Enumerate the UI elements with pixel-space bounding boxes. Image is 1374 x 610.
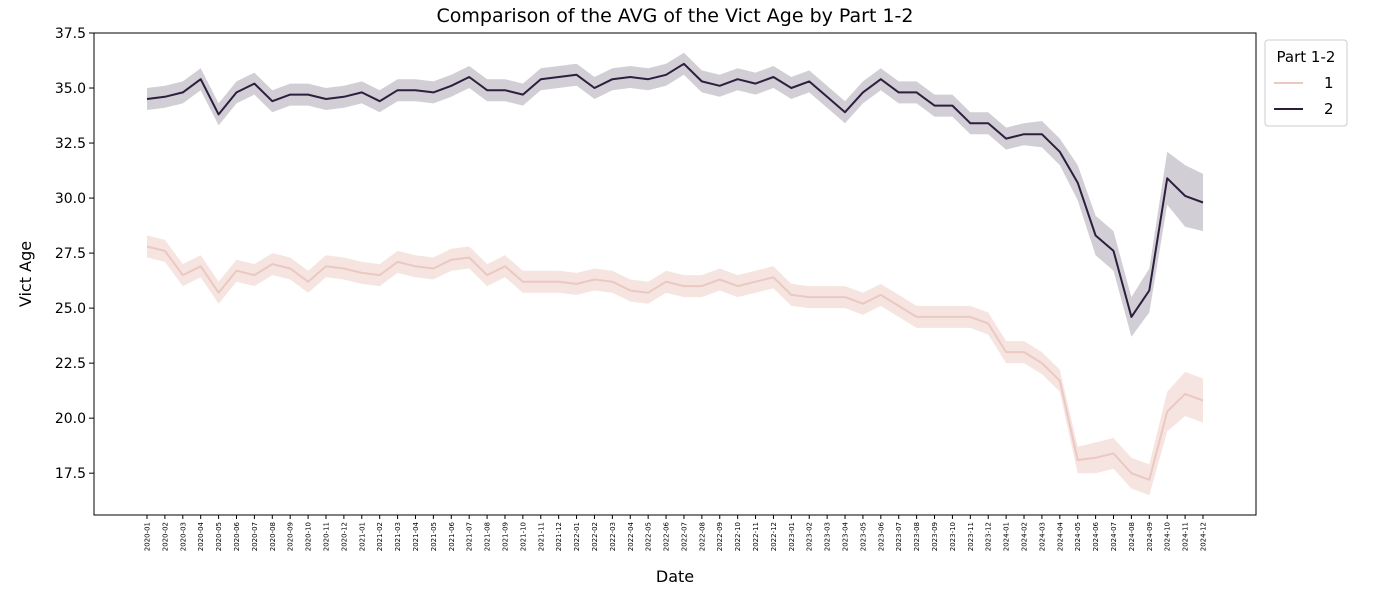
x-tick-label: 2022-08	[698, 522, 706, 551]
x-axis: 2020-01 2020-02 2020-03 2020-04 2020-05 2020-…	[144, 515, 1208, 551]
confidence-bands	[147, 53, 1203, 495]
x-tick-label: 2023-08	[913, 522, 921, 551]
x-tick-label: 2021-05	[430, 522, 438, 551]
x-tick-label: 2022-12	[770, 522, 778, 551]
x-tick-label: 2023-11	[967, 522, 975, 551]
x-tick-label: 2024-08	[1128, 522, 1136, 551]
x-tick-label: 2023-06	[877, 521, 885, 551]
x-tick-label: 2024-12	[1200, 522, 1208, 551]
x-tick-label: 2022-05	[645, 522, 653, 551]
x-tick-label: 2020-09	[287, 522, 295, 551]
x-tick-label: 2020-04	[197, 521, 205, 551]
x-tick-label: 2023-03	[824, 522, 832, 551]
legend-label-1: 1	[1324, 74, 1334, 92]
x-tick-label: 2023-01	[788, 522, 796, 551]
x-tick-label: 2021-08	[484, 522, 492, 551]
x-tick-label: 2022-04	[627, 521, 635, 551]
x-tick-label: 2020-07	[251, 522, 259, 551]
x-tick-label: 2024-06	[1092, 521, 1100, 551]
x-tick-label: 2021-11	[537, 522, 545, 551]
x-tick-label: 2021-02	[376, 522, 384, 551]
x-tick-label: 2024-11	[1182, 522, 1190, 551]
x-tick-label: 2020-08	[269, 522, 277, 551]
x-tick-label: 2021-12	[555, 522, 563, 551]
x-tick-label: 2024-03	[1038, 522, 1046, 551]
x-tick-label: 2020-06	[233, 521, 241, 551]
x-tick-label: 2020-02	[161, 522, 169, 551]
x-tick-label: 2024-04	[1056, 521, 1064, 551]
x-tick-label: 2021-06	[448, 521, 456, 551]
x-tick-label: 2021-09	[502, 522, 510, 551]
x-tick-label: 2022-03	[609, 522, 617, 551]
legend-label-2: 2	[1324, 100, 1334, 118]
x-tick-label: 2022-07	[680, 522, 688, 551]
x-tick-label: 2023-04	[842, 521, 850, 551]
x-tick-label: 2020-01	[144, 522, 152, 551]
x-tick-label: 2022-02	[591, 522, 599, 551]
y-tick-label: 30.0	[55, 191, 86, 207]
x-tick-label: 2021-07	[466, 522, 474, 551]
y-axis: 17.5 20.0 22.5 25.0 27.5 30.0 32.5 35.0 37.5	[55, 26, 94, 482]
x-tick-label: 2022-09	[716, 522, 724, 551]
y-tick-label: 22.5	[55, 356, 86, 372]
x-tick-label: 2021-01	[358, 522, 366, 551]
x-tick-label: 2023-09	[931, 522, 939, 551]
y-tick-label: 25.0	[55, 301, 86, 317]
x-tick-label: 2020-10	[305, 522, 313, 551]
legend: Part 1-2 1 2	[1265, 40, 1347, 126]
x-tick-label: 2024-01	[1003, 522, 1011, 551]
x-tick-label: 2024-02	[1021, 522, 1029, 551]
x-tick-label: 2022-01	[573, 522, 581, 551]
x-tick-label: 2024-05	[1074, 522, 1082, 551]
y-tick-label: 27.5	[55, 246, 86, 262]
x-tick-label: 2021-03	[394, 522, 402, 551]
x-axis-label: Date	[656, 567, 694, 586]
y-tick-label: 20.0	[55, 411, 86, 427]
x-tick-label: 2020-12	[340, 522, 348, 551]
x-tick-label: 2022-10	[734, 522, 742, 551]
x-tick-label: 2023-05	[859, 522, 867, 551]
x-tick-label: 2021-10	[519, 522, 527, 551]
x-tick-label: 2023-07	[895, 522, 903, 551]
legend-title: Part 1-2	[1277, 48, 1336, 66]
y-tick-label: 37.5	[55, 26, 86, 42]
x-tick-label: 2022-11	[752, 522, 760, 551]
x-tick-label: 2020-03	[179, 522, 187, 551]
x-tick-label: 2023-12	[985, 522, 993, 551]
x-tick-label: 2024-07	[1110, 522, 1118, 551]
chart-title: Comparison of the AVG of the Vict Age by…	[437, 5, 914, 27]
y-axis-label: Vict Age	[16, 241, 35, 307]
y-tick-label: 17.5	[55, 466, 86, 482]
y-tick-label: 35.0	[55, 81, 86, 97]
x-tick-label: 2024-09	[1146, 522, 1154, 551]
x-tick-label: 2023-10	[949, 522, 957, 551]
x-tick-label: 2020-11	[323, 522, 331, 551]
y-tick-label: 32.5	[55, 136, 86, 152]
x-tick-label: 2021-04	[412, 521, 420, 551]
x-tick-label: 2023-02	[806, 522, 814, 551]
x-tick-label: 2022-06	[663, 521, 671, 551]
x-tick-label: 2024-10	[1164, 522, 1172, 551]
x-tick-label: 2020-05	[215, 522, 223, 551]
